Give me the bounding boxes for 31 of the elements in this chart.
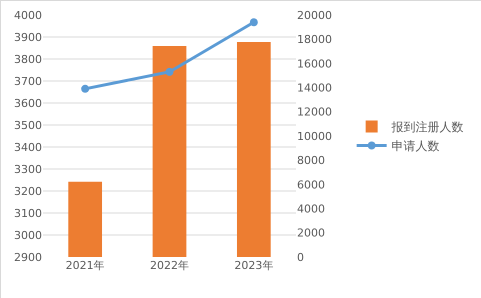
y2-tick-label: 8000 [297, 154, 325, 168]
y2-tick-label: 0 [297, 250, 304, 264]
y2-tick-label: 20000 [297, 8, 332, 22]
y-tick-label: 3700 [14, 74, 42, 88]
y-tick-label: 3300 [14, 162, 42, 176]
y2-tick-label: 4000 [297, 202, 325, 216]
y-tick-label: 3100 [14, 206, 42, 220]
point [81, 84, 90, 93]
x-tick-label: 2021年 [66, 259, 105, 272]
y-tick-label: 3600 [14, 96, 42, 110]
point [250, 18, 258, 26]
x-tick-label: 2023年 [234, 259, 274, 272]
legend-label: 报到注册人数 [390, 120, 464, 134]
x-tick-label: 2022年 [150, 259, 189, 272]
y-tick-label: 4000 [14, 8, 42, 22]
y-tick-label: 3800 [14, 52, 42, 66]
y2-tick-label: 10000 [297, 130, 332, 143]
y2-tick-label: 16000 [297, 57, 332, 70]
y-tick-label: 3400 [14, 140, 42, 154]
y2-tick-label: 6000 [297, 178, 325, 192]
y-tick-label: 2900 [14, 250, 42, 264]
point [166, 68, 174, 76]
y-tick-label: 3500 [14, 118, 42, 132]
y-tick-label: 3900 [14, 30, 42, 44]
legend-label: 申请人数 [392, 139, 440, 154]
y2-tick-label: 2000 [297, 226, 325, 240]
y-tick-label: 3000 [14, 228, 42, 242]
y2-tick-label: 14000 [297, 81, 332, 94]
y2-tick-label: 12000 [297, 106, 332, 119]
y2-tick-label: 18000 [297, 33, 332, 46]
y-tick-label: 3200 [14, 184, 42, 198]
